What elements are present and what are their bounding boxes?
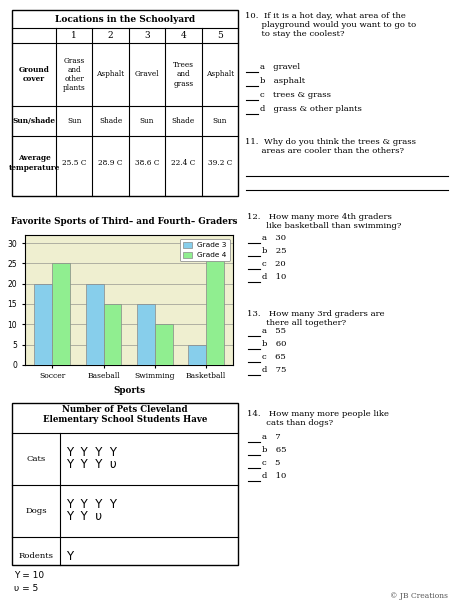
Text: 28.9 C: 28.9 C [98, 159, 122, 167]
Text: Υ  Υ  Υ  Υ: Υ Υ Υ Υ [66, 499, 117, 511]
Text: d   grass & other plants: d grass & other plants [259, 105, 361, 113]
Text: c   trees & grass: c trees & grass [259, 91, 330, 99]
Bar [187, 345, 206, 365]
Text: 25.5 C: 25.5 C [62, 159, 86, 167]
Text: b   25: b 25 [262, 247, 286, 255]
Text: Sun: Sun [140, 117, 154, 125]
Text: Trees
and
grass: Trees and grass [172, 61, 193, 88]
Text: Grass
and
other
plants: Grass and other plants [63, 57, 86, 92]
Bar [86, 284, 103, 365]
Text: a   gravel: a gravel [259, 63, 299, 71]
Text: Ground
cover: Ground cover [19, 66, 49, 83]
Text: Asphalt: Asphalt [205, 71, 233, 78]
Text: c   65: c 65 [262, 353, 285, 361]
Text: 3: 3 [144, 31, 150, 40]
Bar [154, 324, 172, 365]
Text: Locations in the Schoolyard: Locations in the Schoolyard [55, 15, 195, 24]
Text: Rodents: Rodents [19, 552, 53, 560]
Text: b   asphalt: b asphalt [259, 77, 304, 85]
Bar [103, 304, 121, 365]
Text: Shade: Shade [172, 117, 195, 125]
Text: 5: 5 [217, 31, 222, 40]
Text: d   10: d 10 [262, 273, 286, 281]
Text: b   65: b 65 [262, 446, 286, 454]
Bar [12, 403, 238, 565]
Text: 10.  If it is a hot day, what area of the
      playground would you want to go : 10. If it is a hot day, what area of the… [244, 12, 415, 38]
Text: 13.   How many 3rd graders are
       there all together?: 13. How many 3rd graders are there all t… [247, 310, 384, 327]
Text: Dogs: Dogs [25, 507, 47, 515]
Text: 38.6 C: 38.6 C [135, 159, 159, 167]
Text: a   7: a 7 [262, 433, 280, 441]
Text: Asphalt: Asphalt [96, 71, 124, 78]
X-axis label: Sports: Sports [113, 386, 145, 395]
Text: Number of Pets Cleveland
Elementary School Students Have: Number of Pets Cleveland Elementary Scho… [43, 405, 207, 424]
Text: c   5: c 5 [262, 459, 280, 467]
Text: 12.   How many more 4th graders
       like basketball than swimming?: 12. How many more 4th graders like baske… [247, 213, 400, 230]
Bar [206, 243, 223, 365]
Text: 39.2 C: 39.2 C [207, 159, 232, 167]
Text: υ = 5: υ = 5 [14, 584, 38, 593]
Text: 11.  Why do you think the trees & grass
      areas are cooler than the others?: 11. Why do you think the trees & grass a… [244, 138, 415, 155]
Text: c   20: c 20 [262, 260, 285, 268]
Text: Sun: Sun [212, 117, 227, 125]
Text: Υ  Υ  Υ  υ: Υ Υ Υ υ [66, 458, 116, 471]
Legend: Grade 3, Grade 4: Grade 3, Grade 4 [179, 238, 229, 261]
Text: 2: 2 [107, 31, 113, 40]
Text: Υ  Υ  υ: Υ Υ υ [66, 511, 102, 523]
Text: a   30: a 30 [262, 234, 285, 242]
Text: 1: 1 [71, 31, 77, 40]
Text: Sun: Sun [67, 117, 81, 125]
Text: Υ = 10: Υ = 10 [14, 571, 44, 580]
Text: d   75: d 75 [262, 366, 286, 374]
Text: 22.4 C: 22.4 C [171, 159, 195, 167]
Text: Average
temperature: Average temperature [8, 154, 60, 171]
Text: Shade: Shade [99, 117, 122, 125]
Text: Sun/shade: Sun/shade [12, 117, 56, 125]
Text: Favorite Sports of Third– and Fourth– Graders: Favorite Sports of Third– and Fourth– Gr… [11, 217, 237, 226]
Text: b   60: b 60 [262, 340, 286, 348]
Bar [12, 10, 238, 196]
Text: 14.   How many more people like
       cats than dogs?: 14. How many more people like cats than … [247, 410, 388, 427]
Text: 4: 4 [180, 31, 186, 40]
Text: d   10: d 10 [262, 472, 286, 480]
Text: Cats: Cats [26, 455, 46, 463]
Bar [136, 304, 154, 365]
Text: Υ  Υ  Υ  Υ: Υ Υ Υ Υ [66, 446, 117, 460]
Bar [52, 263, 70, 365]
Text: Υ: Υ [66, 550, 73, 562]
Text: © JB Creations: © JB Creations [389, 592, 447, 600]
Text: Gravel: Gravel [134, 71, 159, 78]
Text: a   55: a 55 [262, 327, 285, 335]
Bar [34, 284, 52, 365]
